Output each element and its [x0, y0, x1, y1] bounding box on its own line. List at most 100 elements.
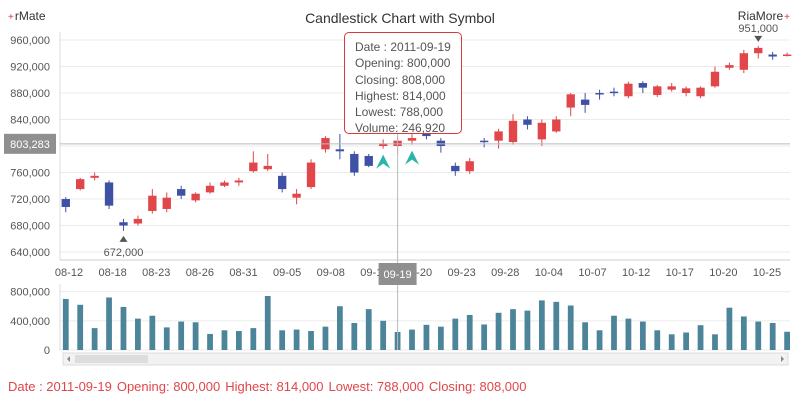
price-tick-label: 760,000: [10, 168, 50, 180]
volume-bar: [178, 321, 185, 350]
tooltip-highest: Highest: 814,000: [355, 88, 446, 103]
candle-body: [624, 83, 633, 97]
candle: [465, 157, 474, 174]
candle-body: [681, 88, 691, 93]
candle: [148, 189, 157, 214]
candle: [653, 85, 662, 97]
scrollbar-track[interactable]: [62, 352, 789, 366]
candle-body: [653, 86, 662, 95]
volume-bars[interactable]: [62, 296, 790, 350]
status-line: Date : 2011-09-19 Opening: 800,000 Highest…: [8, 379, 532, 394]
date-tick-label: 08-26: [186, 267, 214, 279]
scrollbar-thumb[interactable]: [75, 355, 148, 363]
volume-bar: [437, 326, 444, 350]
candle: [350, 151, 359, 176]
candle-body: [739, 53, 749, 70]
candle: [537, 119, 547, 146]
annotations: 951,000 672,000: [104, 23, 779, 259]
candle-body: [537, 122, 547, 140]
volume-axis: 0 400,000 800,000: [10, 287, 50, 357]
candles[interactable]: [61, 45, 792, 231]
max-annotation-label: 951,000: [738, 23, 778, 35]
date-tick-label: 08-18: [99, 267, 127, 279]
candle: [739, 49, 749, 74]
volume-tick-label: 400,000: [10, 316, 50, 328]
scroll-left-icon[interactable]: [67, 356, 70, 362]
volume-bar: [409, 329, 415, 350]
volume-bar: [538, 300, 545, 350]
date-tick-label: 10-12: [622, 267, 650, 279]
status-opening: Opening: 800,000: [116, 379, 221, 394]
volume-bar: [481, 324, 488, 350]
brand-right: RiaMore+: [738, 9, 790, 23]
candle: [523, 116, 532, 130]
candle: [162, 192, 171, 213]
arrow-marker-icon: [376, 154, 391, 169]
candle-body: [667, 86, 676, 90]
price-tick-label: 680,000: [10, 221, 50, 233]
crosshair-date-box: [378, 263, 417, 285]
date-tick-label: 08-12: [55, 267, 83, 279]
candle-body: [306, 162, 316, 188]
candle-body: [595, 92, 604, 95]
arrow-marker-icon: [405, 150, 420, 165]
crosshair-date-label: 09-19: [384, 269, 412, 281]
candle-body: [710, 71, 720, 87]
candle-body: [378, 143, 388, 146]
candle-body: [725, 65, 734, 68]
price-tick-label: 920,000: [10, 61, 50, 73]
candle: [364, 153, 373, 168]
tooltip-lowest: Lowest: 788,000: [355, 105, 444, 120]
candle-body: [479, 140, 489, 143]
candle-body: [364, 155, 373, 166]
plus-icon: +: [784, 12, 790, 23]
tooltip-opening: Opening: 800,000: [355, 56, 451, 71]
candle-body: [768, 54, 777, 57]
volume-bar: [163, 327, 170, 350]
price-tick-label: 640,000: [10, 247, 50, 259]
candle: [277, 172, 287, 193]
volume-bar: [755, 321, 762, 350]
volume-bar: [567, 305, 574, 350]
volume-bar: [639, 321, 646, 350]
scroll-right-icon[interactable]: [781, 356, 784, 362]
volume-bar: [236, 331, 242, 350]
tooltip-closing: Closing: 808,000: [355, 72, 446, 87]
tooltip-volume: Volume: 246,920: [355, 121, 446, 136]
candle-body: [177, 189, 186, 196]
min-marker-icon: [119, 235, 128, 242]
volume-bar: [264, 296, 271, 350]
candle-body: [523, 119, 532, 125]
date-tick-label: 08-23: [142, 267, 170, 279]
candle: [595, 89, 604, 100]
volume-bar: [524, 310, 531, 350]
candle: [552, 116, 561, 133]
candle: [696, 86, 705, 99]
candle-body: [220, 182, 229, 186]
candle: [667, 83, 676, 92]
candle: [566, 92, 575, 117]
candle-body: [277, 175, 287, 190]
date-tick-label: 10-07: [578, 267, 606, 279]
scrollbar[interactable]: [62, 352, 789, 366]
price-tick-label: 720,000: [10, 194, 50, 206]
volume-bar: [726, 307, 733, 350]
candle: [133, 215, 143, 226]
candle-body: [552, 119, 561, 132]
date-tick-label: 09-08: [317, 267, 345, 279]
plus-icon: +: [8, 12, 14, 23]
volume-bar: [495, 312, 502, 350]
candle: [177, 185, 186, 200]
volume-bar: [293, 329, 300, 350]
candle: [205, 182, 215, 194]
volume-bar: [351, 323, 358, 350]
volume-bar: [423, 324, 430, 350]
volume-bar: [769, 323, 776, 350]
candle-body: [61, 199, 70, 207]
volume-bar: [207, 333, 213, 350]
volume-bar: [106, 297, 112, 350]
volume-tick-label: 800,000: [10, 287, 50, 299]
volume-bar: [62, 298, 69, 350]
brand-left: +rMate: [8, 9, 46, 23]
